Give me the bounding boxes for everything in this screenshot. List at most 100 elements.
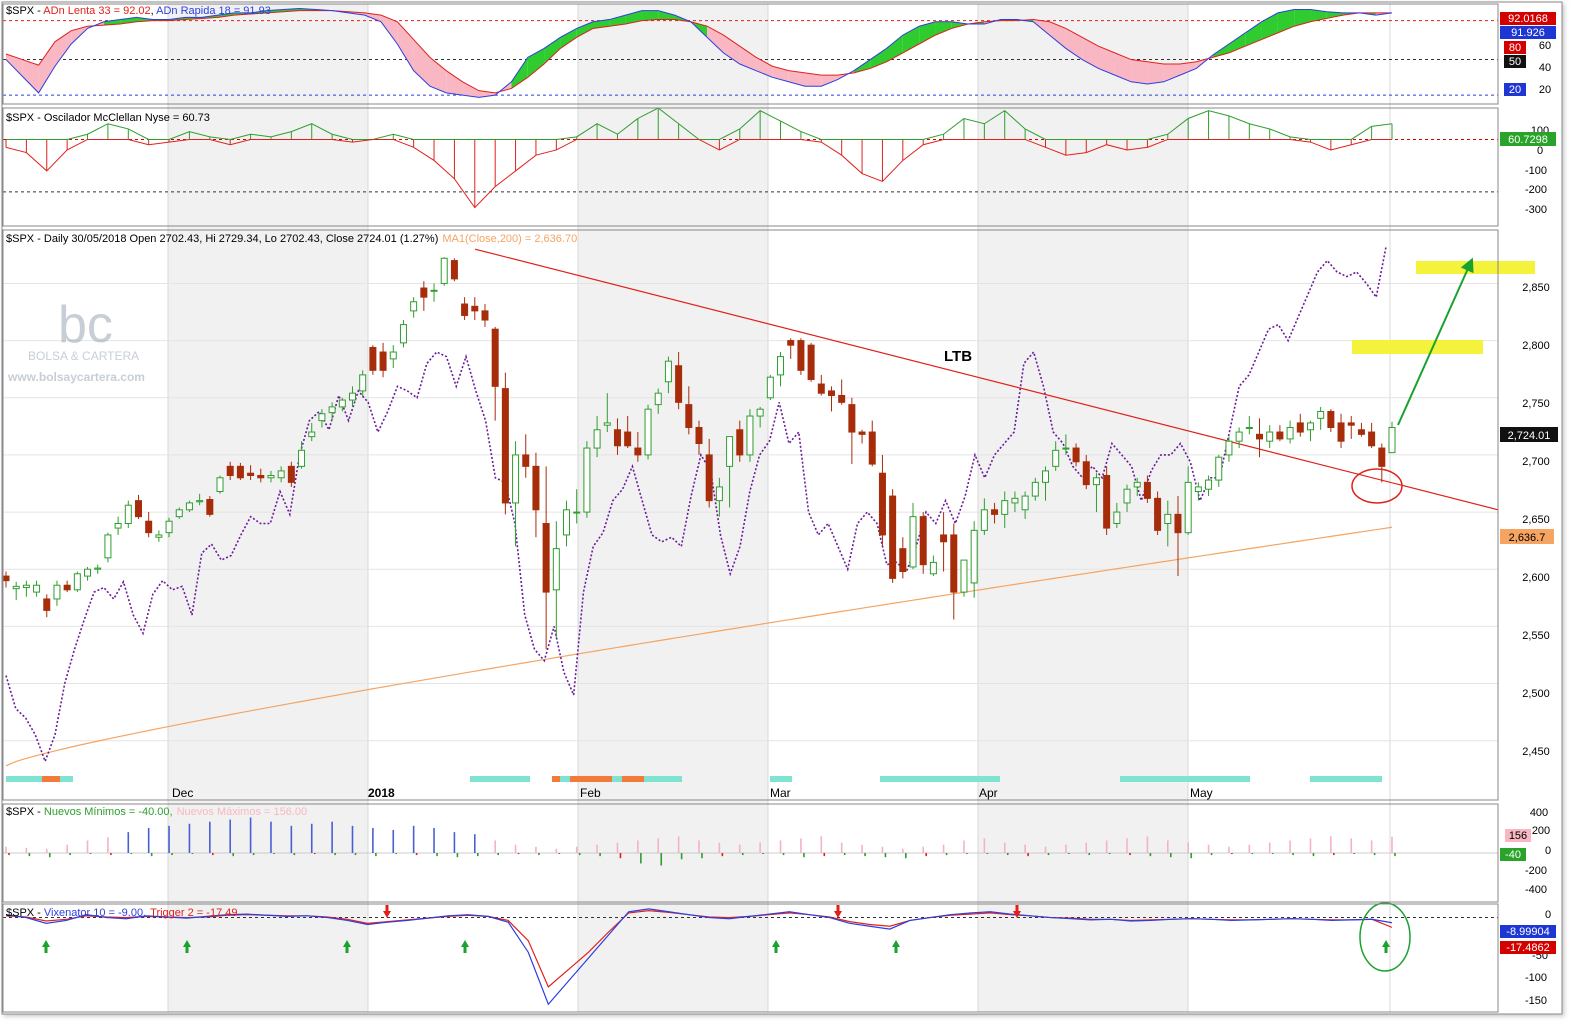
candle-body-135 (1378, 447, 1386, 467)
candle-body-30 (308, 431, 316, 438)
candle-body-87 (889, 495, 897, 579)
adn-badge-20-text: 20 (1509, 84, 1521, 96)
projection-arrow (1397, 257, 1474, 426)
adn-fill-39 (641, 10, 659, 21)
candle-body-25 (257, 474, 265, 479)
watermark-url: www.bolsaycartera.com (7, 370, 145, 384)
nuevos-frame (2, 803, 1499, 903)
adn-series-lenta (5, 10, 1392, 94)
last-price-badge-text: 2,724.01 (1508, 430, 1551, 442)
vix-badge-main (1500, 925, 1556, 938)
vix-badge-main-text: -8.99904 (1506, 926, 1549, 938)
adn-frame (2, 3, 1499, 105)
nuevos-tick-200: 200 (1532, 825, 1550, 837)
adn-fill-6 (103, 19, 121, 26)
vix-frame (2, 903, 1499, 1013)
adn-fill-70 (1147, 61, 1164, 84)
candle-body-26 (267, 474, 275, 479)
candle-body-127 (1296, 422, 1304, 433)
adn-fill-64 (1049, 21, 1066, 49)
candle-body-65 (664, 360, 672, 383)
adn-fill-71 (1163, 64, 1181, 82)
candle-body-5 (53, 584, 61, 600)
adn-tick-20: 20 (1539, 84, 1551, 96)
candle-body-114 (1164, 513, 1172, 525)
candle-body-67 (685, 404, 693, 428)
adn-fill-78 (1277, 9, 1295, 33)
candle-body-120 (1225, 440, 1233, 456)
candle-body-112 (1143, 481, 1151, 499)
adn-series-rapida (5, 7, 1393, 98)
candle-body-51 (522, 454, 530, 467)
candle-body-11 (114, 523, 122, 529)
candle-body-15 (155, 534, 163, 538)
price-tick-2750: 2,750 (1522, 398, 1550, 410)
target-zone-upper (1416, 261, 1535, 274)
candle-body-81 (827, 390, 835, 396)
candle-body-134 (1368, 431, 1376, 447)
candle-body-44 (450, 260, 458, 280)
candle-body-69 (705, 454, 713, 502)
adn-fill-1 (22, 59, 39, 93)
vixenator-title: $SPX - Vixenator 10 = -9.00, Trigger 2 = … (6, 907, 237, 919)
candle-body-39 (399, 324, 407, 344)
nuevos-title: $SPX - Nuevos Mínimos = -40.00, Nuevos Má… (6, 806, 307, 818)
nuevos-tick-neg400: -400 (1525, 884, 1547, 896)
candle-body-41 (420, 287, 428, 298)
candle-body-45 (461, 303, 469, 316)
candle-body-35 (359, 374, 367, 392)
signal-circle (1359, 902, 1411, 972)
candle-body-106 (1082, 461, 1090, 486)
adn-badge-rapida-text: 91.926 (1511, 27, 1545, 39)
adn-fill-56 (919, 21, 936, 44)
adn-fill-49 (804, 72, 822, 87)
signal-strip-10 (770, 776, 792, 782)
candle-body-125 (1276, 431, 1284, 440)
price-tick-2650: 2,650 (1522, 514, 1550, 526)
signal-strip-5 (560, 776, 570, 782)
last-price-badge (1500, 427, 1558, 442)
mcclellan-title: $SPX - Oscilador McClellan Nyse = 60.73 (6, 112, 210, 124)
target-zone-lower (1352, 340, 1483, 354)
adn-fill-36 (593, 19, 610, 29)
candle-body-88 (899, 548, 907, 573)
candle-body-118 (1205, 479, 1213, 490)
adn-fill-24 (397, 21, 414, 71)
adn-fill-22 (364, 12, 382, 22)
sell-arrow-icon-2 (1013, 905, 1021, 918)
candle-body-31 (318, 413, 326, 422)
candle-body-104 (1062, 447, 1070, 450)
candle-body-98 (1001, 500, 1009, 515)
candle-body-93 (950, 534, 958, 593)
nuevos-badge-min-text: -40 (1505, 849, 1521, 861)
candle-body-107 (1092, 477, 1100, 486)
mcc-frame (2, 107, 1499, 227)
candle-body-136 (1388, 426, 1396, 454)
candle-body-62 (634, 447, 642, 456)
price-panel (2, 246, 1535, 782)
adn-fill-48 (788, 70, 805, 87)
ma-badge-text: 2,636.7 (1509, 532, 1546, 544)
candle-body-126 (1286, 426, 1294, 440)
sell-arrow-icon-0 (383, 905, 391, 918)
adn-fill-2 (38, 41, 55, 93)
price-tick-2550: 2,550 (1522, 630, 1550, 642)
candle-body-90 (919, 516, 927, 566)
candle-body-129 (1317, 410, 1325, 419)
adn-fill-50 (821, 75, 838, 87)
nuevos-badge-max-text: 156 (1509, 830, 1527, 842)
candle-body-91 (929, 561, 937, 575)
candle-body-50 (512, 454, 520, 504)
candle-body-20 (206, 498, 214, 515)
candle-body-29 (298, 449, 306, 467)
adn-fill-68 (1114, 52, 1132, 82)
candle-body-17 (175, 509, 183, 518)
adn-fill-40 (658, 10, 675, 20)
vix-series1-label: Vixenator 10 = -9.00, (44, 907, 146, 919)
nuevos-max-label: Nuevos Máximos = 156.00 (177, 806, 308, 818)
watermark: bc BOLSA & CARTERA www.bolsaycartera.com (7, 296, 145, 384)
candle-body-113 (1154, 497, 1162, 531)
candle-body-123 (1256, 433, 1264, 440)
